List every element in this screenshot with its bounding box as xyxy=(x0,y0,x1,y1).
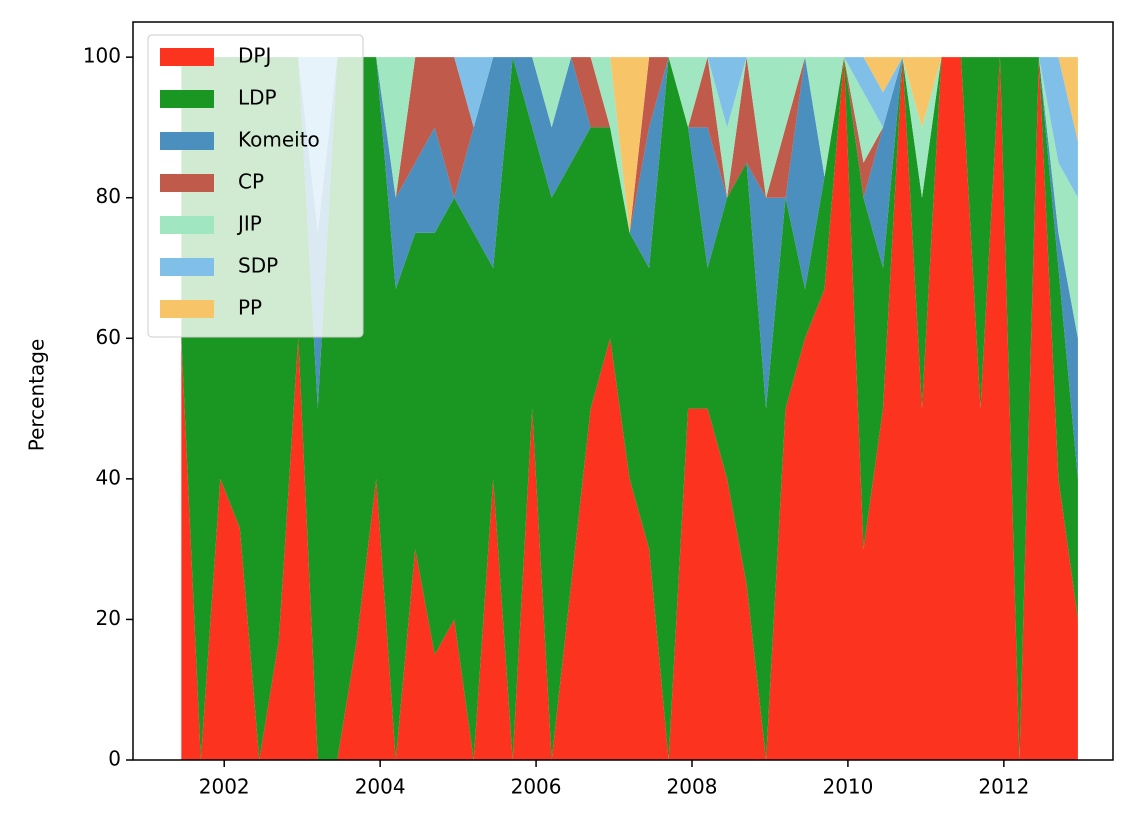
legend-label: PP xyxy=(238,296,262,320)
x-tick-label: 2002 xyxy=(199,775,250,799)
x-tick-label: 2004 xyxy=(355,775,406,799)
legend-label: Komeito xyxy=(238,128,320,152)
x-tick-label: 2010 xyxy=(822,775,873,799)
y-tick-label: 100 xyxy=(83,44,121,68)
y-tick-label: 60 xyxy=(96,325,121,349)
area xyxy=(181,57,1078,760)
y-tick-label: 0 xyxy=(108,747,121,771)
plot-frame xyxy=(132,21,1114,761)
y-axis-label: Percentage xyxy=(25,339,49,452)
legend-swatch xyxy=(160,90,214,108)
legend-swatch xyxy=(160,48,214,66)
legend-swatch xyxy=(160,216,214,234)
legend-label: CP xyxy=(238,170,264,194)
legend-swatch xyxy=(160,174,214,192)
area xyxy=(181,57,1078,233)
legend-label: SDP xyxy=(238,254,278,278)
x-tick-label: 2012 xyxy=(978,775,1029,799)
legend-label: LDP xyxy=(238,86,277,110)
legend-swatch xyxy=(160,300,214,318)
legend-swatch xyxy=(160,258,214,276)
y-tick-label: 80 xyxy=(96,184,121,208)
x-tick-label: 2008 xyxy=(667,775,718,799)
y-tick-label: 40 xyxy=(96,465,121,489)
legend-label: DPJ xyxy=(238,44,271,68)
y-tick-label: 20 xyxy=(96,606,121,630)
legend-label: JIP xyxy=(236,212,262,236)
area xyxy=(181,57,1078,339)
area xyxy=(181,57,1078,760)
legend-swatch xyxy=(160,132,214,150)
x-tick-label: 2006 xyxy=(511,775,562,799)
